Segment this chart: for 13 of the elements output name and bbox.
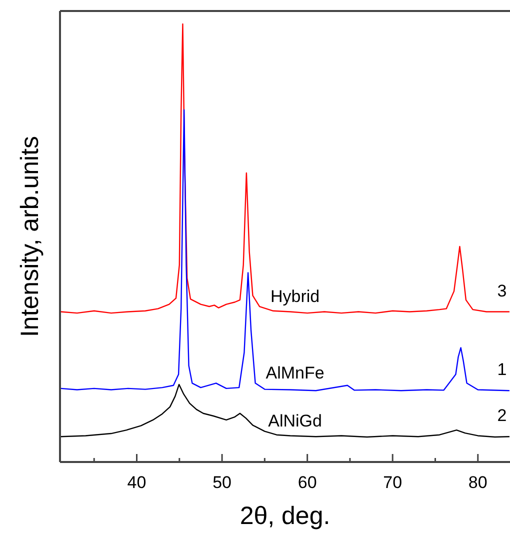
y-axis-title: Intensity, arb.units — [16, 136, 44, 338]
annotation: 3 — [497, 281, 507, 300]
annotation: 2 — [497, 406, 507, 426]
series-label: AlMnFe — [266, 363, 324, 382]
x-tick-label: 50 — [212, 473, 232, 492]
x-tick-label: 70 — [383, 473, 402, 492]
annotation: 1 — [497, 360, 507, 380]
x-tick-label: 80 — [468, 473, 488, 492]
x-tick-label: 60 — [298, 473, 317, 492]
x-tick-label: 40 — [127, 473, 146, 492]
series-label: Hybrid — [270, 286, 320, 306]
x-axis-title: 2θ, deg. — [240, 502, 330, 530]
series-label: AlNiGd — [268, 412, 322, 431]
